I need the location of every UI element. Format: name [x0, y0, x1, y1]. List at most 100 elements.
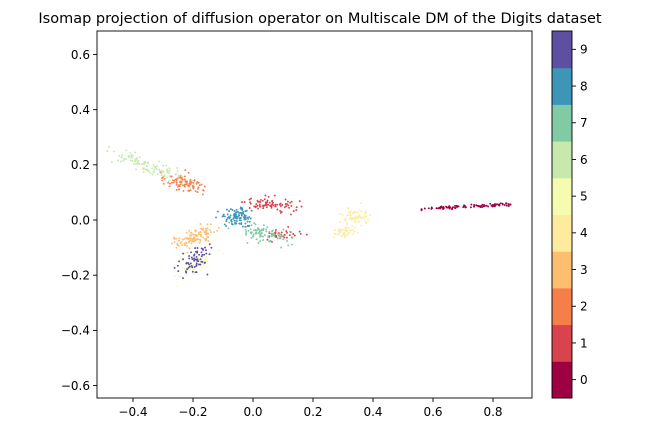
scatter-point-digit-4	[351, 224, 354, 227]
scatter-point-digit-4	[343, 236, 346, 239]
scatter-point-digit-8	[246, 220, 249, 223]
scatter-point-digit-8	[238, 222, 241, 225]
scatter-point-digit-0	[505, 202, 508, 205]
scatter-point-digit-3	[205, 231, 208, 234]
scatter-point-digit-5	[186, 270, 189, 272]
scatter-point-digit-6	[149, 171, 152, 174]
colorbar-segment-7	[552, 104, 572, 142]
scatter-point-digit-8	[245, 209, 248, 212]
scatter-point-digit-0	[485, 204, 488, 207]
scatter-point-digit-6	[110, 161, 113, 163]
scatter-point-digit-6	[180, 183, 183, 186]
scatter-point-digit-6	[138, 162, 141, 165]
scatter-point-digit-0	[509, 203, 512, 206]
scatter-point-digit-8	[244, 216, 247, 219]
scatter-point-digit-7	[244, 228, 247, 231]
scatter-point-digit-0	[427, 207, 430, 210]
scatter-point-digit-7	[227, 227, 230, 230]
scatter-point-digit-4	[358, 220, 361, 223]
colorbar-segment-9	[552, 31, 572, 69]
scatter-point-digit-3	[200, 235, 202, 238]
scatter-point-digit-4	[353, 221, 356, 224]
scatter-point-digit-4	[349, 229, 352, 232]
scatter-point-digit-2	[201, 193, 204, 196]
scatter-point-digit-2	[189, 180, 192, 182]
scatter-point-digit-2	[174, 178, 177, 181]
scatter-point-digit-4	[346, 233, 349, 236]
scatter-point-digit-4	[343, 231, 346, 234]
scatter-point-digit-3	[202, 229, 205, 232]
scatter-point-digit-8	[238, 219, 241, 222]
scatter-point-digit-3	[204, 227, 207, 230]
scatter-point-digit-1	[280, 231, 283, 234]
scatter-point-digit-4	[354, 210, 357, 213]
scatter-point-digit-7	[266, 226, 269, 229]
scatter-point-digit-2	[202, 189, 205, 192]
scatter-point-digit-7	[247, 229, 250, 232]
scatter-point-digit-6	[181, 180, 184, 183]
scatter-point-digit-0	[481, 206, 484, 209]
scatter-point-digit-1	[299, 232, 302, 235]
scatter-point-digit-8	[234, 222, 237, 225]
scatter-point-digit-4	[369, 214, 372, 217]
scatter-point-digit-9	[178, 260, 181, 263]
scatter-point-digit-8	[241, 225, 244, 228]
scatter-point-digit-0	[423, 207, 426, 210]
scatter-point-digit-7	[252, 235, 255, 238]
scatter-point-digit-6	[165, 164, 168, 167]
scatter-point-digit-2	[168, 185, 171, 188]
scatter-point-digit-6	[168, 167, 171, 170]
x-axis: −0.4 −0.2 0.0 0.2 0.4 0.6 0.8	[118, 398, 503, 419]
scatter-points	[106, 145, 512, 288]
scatter-point-digit-7	[282, 234, 285, 237]
scatter-point-digit-0	[469, 206, 472, 209]
scatter-point-digit-6	[118, 154, 121, 157]
scatter-point-digit-7	[260, 232, 263, 235]
scatter-point-digit-3	[198, 233, 201, 236]
scatter-point-digit-7	[246, 241, 249, 244]
scatter-point-digit-3	[196, 238, 199, 241]
scatter-point-digit-9	[188, 263, 191, 266]
x-tick-label: −0.4	[118, 405, 147, 419]
y-tick-label: −0.2	[61, 269, 90, 283]
scatter-point-digit-7	[255, 229, 258, 232]
scatter-point-digit-8	[244, 222, 247, 225]
scatter-point-digit-6	[168, 175, 171, 178]
scatter-point-digit-8	[250, 209, 253, 212]
scatter-point-digit-2	[178, 188, 181, 191]
scatter-point-digit-4	[349, 210, 352, 213]
x-tick-label: 0.0	[243, 405, 262, 419]
scatter-point-digit-6	[189, 186, 192, 189]
scatter-point-digit-8	[246, 216, 249, 219]
scatter-point-digit-1	[248, 198, 251, 201]
scatter-point-digit-4	[345, 230, 348, 233]
scatter-point-digit-2	[192, 184, 194, 187]
scatter-point-digit-3	[216, 229, 219, 232]
scatter-point-digit-1	[298, 230, 301, 233]
scatter-point-digit-1	[289, 201, 292, 204]
scatter-point-digit-4	[341, 213, 344, 216]
scatter-point-digit-3	[186, 251, 189, 254]
y-tick-label: 0.0	[71, 213, 90, 227]
scatter-point-digit-5	[174, 274, 177, 277]
scatter-point-digit-0	[492, 205, 494, 208]
scatter-point-digit-8	[240, 214, 243, 217]
scatter-point-digit-6	[142, 167, 145, 170]
scatter-point-digit-5	[206, 265, 209, 268]
scatter-point-digit-1	[262, 207, 265, 210]
scatter-point-digit-0	[430, 207, 433, 210]
scatter-point-digit-8	[242, 211, 245, 213]
scatter-point-digit-7	[249, 231, 252, 234]
scatter-point-digit-1	[290, 200, 293, 203]
scatter-point-digit-6	[129, 159, 132, 162]
scatter-point-digit-4	[347, 207, 350, 210]
scatter-point-digit-9	[188, 255, 191, 257]
scatter-point-digit-1	[249, 201, 251, 204]
scatter-point-digit-1	[292, 210, 295, 213]
scatter-point-digit-1	[276, 203, 279, 206]
scatter-point-digit-2	[172, 179, 174, 182]
scatter-point-digit-3	[190, 242, 193, 245]
scatter-point-digit-7	[279, 233, 282, 236]
scatter-point-digit-3	[190, 237, 192, 240]
